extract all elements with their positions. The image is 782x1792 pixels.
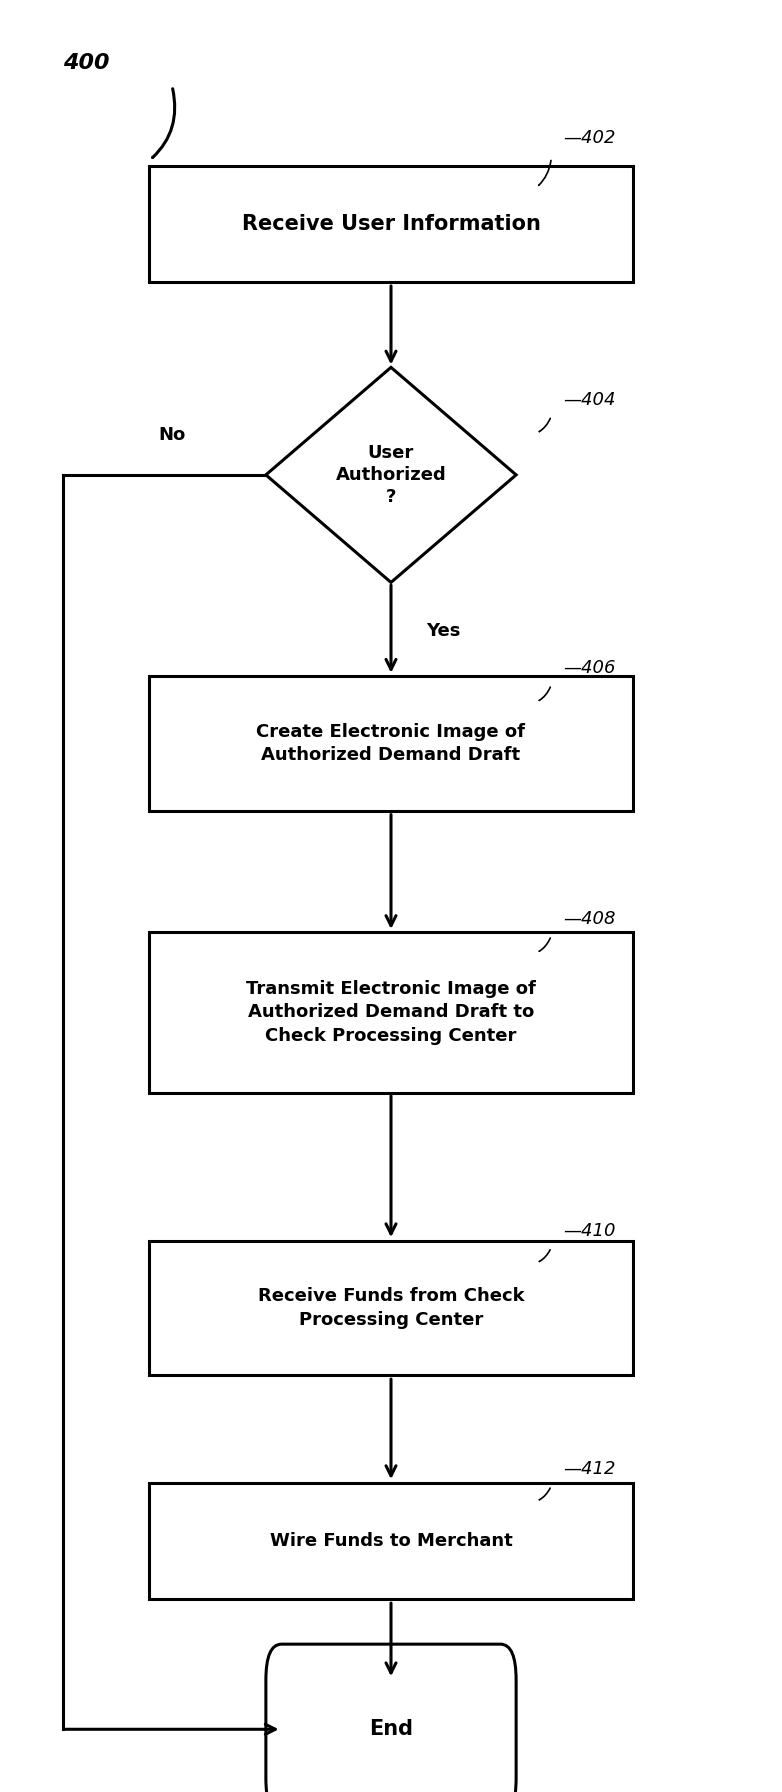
Polygon shape	[266, 367, 516, 582]
Text: End: End	[369, 1719, 413, 1740]
FancyArrowPatch shape	[539, 161, 551, 185]
Text: User
Authorized
?: User Authorized ?	[335, 444, 447, 505]
FancyBboxPatch shape	[149, 1484, 633, 1598]
FancyArrowPatch shape	[540, 1487, 551, 1500]
Text: —404: —404	[563, 391, 615, 409]
Text: —406: —406	[563, 659, 615, 677]
Text: Create Electronic Image of
Authorized Demand Draft: Create Electronic Image of Authorized De…	[256, 722, 526, 765]
FancyArrowPatch shape	[540, 686, 551, 701]
Text: Transmit Electronic Image of
Authorized Demand Draft to
Check Processing Center: Transmit Electronic Image of Authorized …	[246, 980, 536, 1045]
FancyBboxPatch shape	[149, 932, 633, 1093]
FancyArrowPatch shape	[540, 937, 551, 952]
Text: —402: —402	[563, 129, 615, 147]
Text: —412: —412	[563, 1460, 615, 1478]
Text: —408: —408	[563, 910, 615, 928]
Text: Yes: Yes	[426, 622, 461, 640]
Text: No: No	[159, 426, 185, 444]
Text: 400: 400	[63, 52, 109, 73]
Text: —410: —410	[563, 1222, 615, 1240]
FancyBboxPatch shape	[149, 1242, 633, 1376]
Text: Receive User Information: Receive User Information	[242, 213, 540, 235]
FancyBboxPatch shape	[149, 167, 633, 283]
FancyArrowPatch shape	[152, 90, 174, 158]
Text: Receive Funds from Check
Processing Center: Receive Funds from Check Processing Cent…	[258, 1287, 524, 1330]
Text: Wire Funds to Merchant: Wire Funds to Merchant	[270, 1532, 512, 1550]
FancyBboxPatch shape	[149, 677, 633, 810]
FancyArrowPatch shape	[540, 1249, 551, 1262]
FancyArrowPatch shape	[540, 418, 551, 432]
FancyBboxPatch shape	[266, 1645, 516, 1792]
